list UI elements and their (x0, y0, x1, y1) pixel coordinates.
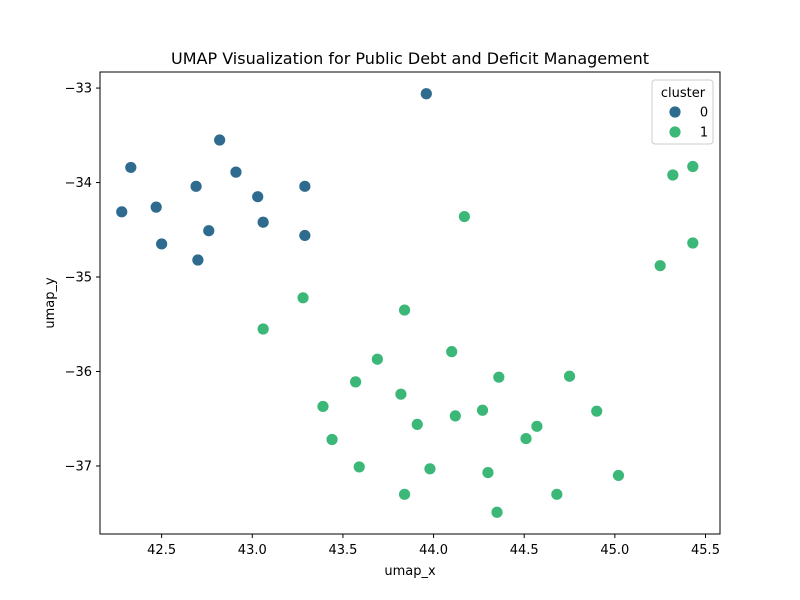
data-point-cluster-0 (298, 179, 312, 193)
legend-marker (668, 105, 682, 119)
data-point-cluster-1 (519, 432, 533, 445)
data-point-cluster-0 (155, 237, 169, 251)
data-point-cluster-1 (686, 160, 700, 173)
x-tick-label: 44.5 (510, 543, 539, 558)
data-point-cluster-1 (394, 387, 408, 401)
data-point-cluster-1 (590, 404, 604, 418)
data-point-cluster-0 (419, 87, 433, 101)
x-tick-label: 43.0 (238, 543, 267, 558)
legend-label: 1 (700, 126, 708, 141)
data-points (115, 87, 700, 519)
data-point-cluster-1 (666, 168, 680, 182)
data-point-cluster-1 (492, 370, 506, 384)
legend-marker (668, 125, 682, 139)
data-point-cluster-0 (202, 224, 216, 238)
y-tick-label: −35 (65, 271, 92, 286)
data-point-cluster-1 (398, 487, 411, 501)
data-point-cluster-1 (352, 460, 366, 474)
y-tick-label: −33 (65, 82, 92, 97)
data-point-cluster-1 (316, 400, 330, 413)
data-point-cluster-1 (445, 345, 459, 359)
x-tick-label: 44.0 (419, 543, 448, 558)
data-point-cluster-1 (370, 352, 384, 366)
data-point-cluster-1 (550, 487, 564, 501)
legend: cluster 0 1 (651, 79, 714, 145)
data-point-cluster-1 (410, 418, 424, 431)
y-tick-label: −34 (65, 176, 92, 191)
data-point-cluster-1 (296, 291, 310, 305)
legend-title: cluster (661, 86, 706, 101)
chart-title: UMAP Visualization for Public Debt and D… (171, 49, 649, 68)
data-point-cluster-1 (481, 466, 495, 479)
data-point-cluster-0 (149, 200, 163, 214)
data-point-cluster-1 (653, 259, 667, 273)
data-point-cluster-1 (349, 375, 363, 389)
data-point-cluster-0 (115, 205, 129, 219)
data-point-cluster-0 (251, 190, 265, 204)
data-point-cluster-1 (476, 403, 489, 417)
plot-border (99, 71, 721, 535)
data-point-cluster-0 (189, 179, 203, 193)
y-axis-label: umap_y (43, 277, 58, 329)
x-tick-label: 45.0 (600, 543, 629, 558)
y-tick-label: −36 (65, 365, 92, 380)
legend-label: 0 (700, 106, 708, 121)
x-tick-label: 43.5 (328, 543, 357, 558)
plot-area (99, 71, 721, 535)
data-point-cluster-1 (490, 505, 504, 519)
y-tick-label: −37 (65, 459, 92, 474)
data-point-cluster-1 (530, 419, 544, 433)
y-axis: −33 −34 −35 −36 −37 (65, 82, 100, 474)
data-point-cluster-1 (612, 469, 625, 482)
x-tick-label: 42.5 (147, 543, 176, 558)
data-point-cluster-0 (191, 253, 205, 267)
data-point-cluster-1 (423, 462, 437, 476)
data-point-cluster-1 (686, 236, 700, 250)
data-point-cluster-1 (256, 322, 270, 336)
data-point-cluster-1 (398, 303, 411, 317)
data-point-cluster-0 (213, 133, 227, 147)
data-point-cluster-0 (298, 229, 312, 242)
data-point-cluster-1 (563, 369, 576, 383)
x-axis: 42.5 43.0 43.5 44.0 44.5 45.0 45.5 (147, 534, 720, 558)
data-point-cluster-0 (256, 215, 270, 229)
data-point-cluster-1 (457, 210, 471, 223)
x-axis-label: umap_x (384, 564, 436, 579)
data-point-cluster-1 (325, 433, 339, 446)
legend-box (651, 79, 714, 145)
data-point-cluster-1 (448, 409, 462, 423)
data-point-cluster-0 (229, 165, 243, 179)
x-tick-label: 45.5 (691, 543, 720, 558)
data-point-cluster-0 (124, 161, 138, 174)
